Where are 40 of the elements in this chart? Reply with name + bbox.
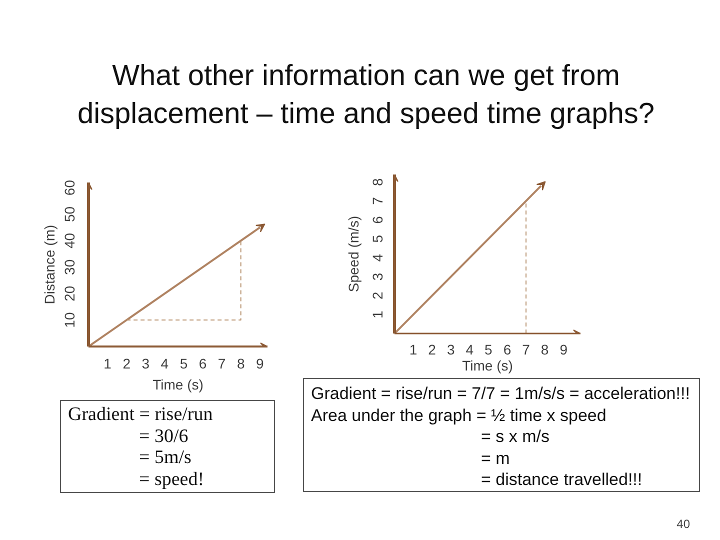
x-tick-label: 7	[522, 342, 530, 358]
text: 40	[676, 516, 690, 533]
y-tick-label: 40	[62, 232, 78, 248]
x-tick-label: 5	[180, 356, 188, 372]
text: Gradient = rise/run = 7/7 = 1m/s/s = acceleration!!! Area under the graph = ½ time x speed = s x m/s = m = distance travelled!!!	[311, 383, 691, 490]
x-tick-label: 8	[540, 342, 549, 358]
x-tick-label: 3	[446, 342, 455, 358]
y-tick-label: 20	[62, 286, 78, 302]
y-axis-title: Speed (m/s)	[346, 216, 362, 292]
y-tick-label: 50	[62, 206, 78, 222]
y-tick-label: 10	[62, 312, 78, 328]
text: What other information can we get from displacement – time and speed time graphs?	[76, 59, 656, 132]
x-tick-label: 4	[160, 356, 169, 372]
y-tick-label: 30	[62, 259, 78, 275]
y-tick-label: 60	[62, 180, 78, 196]
text: Gradient = rise/run = 30/6 = 5m/s = speed!	[68, 404, 214, 490]
x-tick-label: 2	[428, 342, 436, 358]
x-tick-label: 9	[560, 342, 568, 358]
y-tick-label: 4	[370, 254, 386, 262]
x-tick-label: 4	[466, 342, 474, 358]
y-tick-label: 7	[370, 196, 386, 205]
y-tick-label: 3	[370, 272, 386, 281]
x-tick-label: 9	[256, 356, 264, 372]
x-axis-title: Time (s)	[462, 358, 513, 374]
x-tick-label: 2	[122, 356, 131, 372]
x-tick-label: 3	[142, 356, 150, 372]
y-axis-title: Distance (m)	[42, 224, 58, 304]
y-tick-label: 8	[370, 178, 386, 186]
x-tick-label: 1	[104, 356, 112, 372]
x-tick-label: 6	[198, 356, 207, 372]
y-tick-label: 5	[370, 234, 386, 243]
x-tick-label: 8	[236, 356, 245, 372]
x-axis-title: Time (s)	[152, 376, 204, 392]
x-tick-label: 7	[218, 356, 226, 372]
x-tick-label: 6	[503, 342, 512, 358]
y-tick-label: 1	[370, 310, 386, 318]
y-tick-label: 2	[370, 292, 386, 300]
x-tick-label: 5	[484, 342, 493, 358]
x-tick-label: 1	[409, 342, 418, 358]
y-tick-label: 6	[370, 216, 386, 224]
